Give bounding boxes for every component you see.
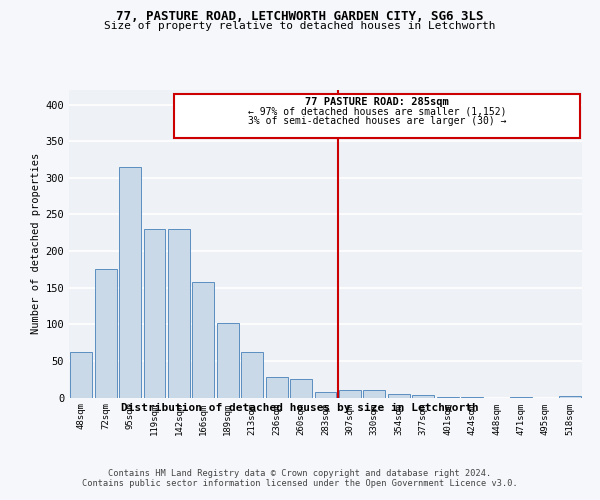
Bar bbox=[241, 352, 263, 398]
Bar bbox=[388, 394, 410, 398]
Bar bbox=[437, 397, 458, 398]
Text: ← 97% of detached houses are smaller (1,152): ← 97% of detached houses are smaller (1,… bbox=[248, 106, 506, 116]
Bar bbox=[339, 390, 361, 398]
Bar bbox=[168, 229, 190, 398]
Bar bbox=[193, 282, 214, 398]
Bar bbox=[119, 167, 141, 398]
Bar bbox=[364, 390, 385, 398]
Bar bbox=[95, 270, 116, 398]
Bar bbox=[143, 229, 166, 398]
Bar bbox=[290, 379, 312, 398]
Y-axis label: Number of detached properties: Number of detached properties bbox=[31, 153, 41, 334]
Bar bbox=[217, 323, 239, 398]
Text: 77, PASTURE ROAD, LETCHWORTH GARDEN CITY, SG6 3LS: 77, PASTURE ROAD, LETCHWORTH GARDEN CITY… bbox=[116, 10, 484, 23]
Text: Size of property relative to detached houses in Letchworth: Size of property relative to detached ho… bbox=[104, 21, 496, 31]
Bar bbox=[70, 352, 92, 398]
Bar bbox=[510, 397, 532, 398]
Text: 3% of semi-detached houses are larger (30) →: 3% of semi-detached houses are larger (3… bbox=[248, 116, 506, 126]
Bar bbox=[174, 94, 580, 138]
Bar bbox=[559, 396, 581, 398]
Bar bbox=[461, 397, 483, 398]
Text: Contains public sector information licensed under the Open Government Licence v3: Contains public sector information licen… bbox=[82, 479, 518, 488]
Bar bbox=[314, 392, 337, 398]
Text: Contains HM Land Registry data © Crown copyright and database right 2024.: Contains HM Land Registry data © Crown c… bbox=[109, 469, 491, 478]
Text: 77 PASTURE ROAD: 285sqm: 77 PASTURE ROAD: 285sqm bbox=[305, 98, 449, 108]
Text: Distribution of detached houses by size in Letchworth: Distribution of detached houses by size … bbox=[121, 402, 479, 412]
Bar bbox=[412, 396, 434, 398]
Bar bbox=[266, 377, 287, 398]
